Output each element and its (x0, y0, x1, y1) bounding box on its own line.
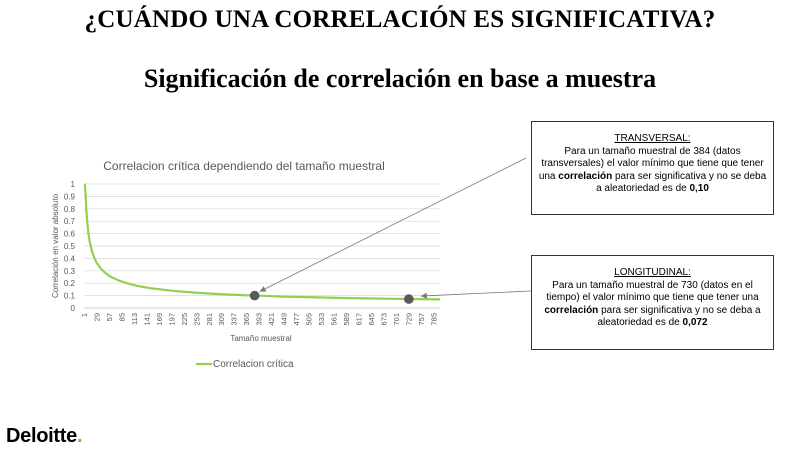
y-axis-ticks: 0 0.1 0.2 0.3 0.4 0.5 0.6 0.7 0.8 0.9 1 (64, 180, 76, 313)
page-title: ¿CUÁNDO UNA CORRELACIÓN ES SIGNIFICATIVA… (84, 6, 716, 33)
x-tick-label: 197 (167, 313, 176, 326)
x-tick-label: 141 (142, 313, 151, 326)
x-tick-label: 309 (217, 313, 226, 326)
y-tick-label: 0.9 (64, 192, 76, 201)
y-tick-label: 0 (71, 304, 76, 313)
x-tick-label: 421 (267, 313, 276, 326)
x-tick-label: 533 (317, 313, 326, 326)
x-tick-label: 337 (230, 313, 239, 326)
deloitte-logo: Deloitte. (6, 425, 83, 448)
x-tick-label: 1 (80, 313, 89, 317)
x-tick-label: 365 (242, 313, 251, 326)
logo-dot: . (76, 425, 83, 447)
callout-value: 0,10 (689, 183, 709, 194)
callout-longitudinal: LONGITUDINAL: Para un tamaño muestral de… (531, 255, 774, 350)
x-axis-ticks: 1 29 57 85 113 141 169 197 225 253 281 309 337 365 393… (80, 313, 438, 326)
y-tick-label: 0.3 (64, 267, 76, 276)
y-tick-label: 0.6 (64, 230, 76, 239)
x-tick-label: 253 (192, 313, 201, 326)
x-tick-label: 757 (417, 313, 426, 326)
y-tick-label: 0.4 (64, 254, 76, 263)
callout-text: para ser significativa y no se deba a al… (597, 304, 761, 329)
x-tick-label: 281 (205, 313, 214, 326)
x-tick-label: 561 (330, 313, 339, 326)
x-tick-label: 225 (180, 313, 189, 326)
callout-colon: : (688, 267, 691, 278)
y-tick-label: 0.7 (64, 217, 76, 226)
x-tick-label: 29 (92, 313, 101, 321)
y-tick-label: 0.5 (64, 242, 76, 251)
page-subtitle: Significación de correlación en base a m… (143, 64, 657, 93)
callout-value: 0,072 (682, 317, 708, 328)
arrowhead-transversal (259, 286, 267, 292)
callout-text: para ser significativa y no se deba a al… (596, 170, 767, 195)
y-tick-label: 0.2 (64, 279, 76, 288)
x-tick-label: 701 (392, 313, 401, 326)
x-tick-label: 729 (404, 313, 413, 326)
x-tick-label: 393 (255, 313, 264, 326)
callout-bold-term: correlación (544, 304, 599, 316)
x-tick-label: 85 (117, 313, 126, 321)
x-tick-label: 449 (280, 313, 289, 326)
y-tick-label: 0.8 (64, 205, 76, 214)
x-tick-label: 113 (130, 313, 139, 325)
y-tick-label: 1 (71, 180, 76, 189)
x-tick-label: 785 (429, 313, 438, 326)
logo-wordmark: Deloitte (6, 425, 77, 447)
x-tick-label: 169 (155, 313, 164, 326)
callout-longitudinal-heading: LONGITUDINAL (614, 267, 689, 278)
arrowhead-longitudinal (420, 292, 427, 299)
highlight-point-384 (249, 290, 260, 301)
leader-line-longitudinal (420, 290, 532, 297)
callout-transversal: TRANSVERSAL: Para un tamaño muestral de … (531, 121, 774, 215)
legend-label: Correlacion crítica (213, 359, 294, 370)
x-axis-label: Tamaño muestral (230, 334, 292, 343)
x-tick-label: 617 (354, 313, 363, 326)
x-tick-label: 505 (305, 313, 314, 326)
leader-line-transversal (259, 157, 527, 292)
chart-title: Correlacion crítica dependiendo del tama… (103, 159, 385, 173)
series-line-correlacion-critica (83, 183, 441, 301)
highlight-point-730 (404, 294, 414, 304)
callout-colon: : (687, 133, 691, 144)
callout-bold-term: correlación (558, 170, 613, 182)
chart-grid (84, 183, 440, 309)
y-tick-label: 0.1 (64, 292, 76, 301)
x-tick-label: 589 (342, 313, 351, 326)
callout-transversal-heading: TRANSVERSAL (614, 133, 688, 144)
x-tick-label: 57 (105, 313, 114, 321)
callout-text: Para un tamaño muestral de 730 (datos en… (546, 279, 759, 304)
y-axis-label: Correlación en valor absoluto (51, 193, 60, 298)
x-tick-label: 673 (379, 313, 388, 326)
x-tick-label: 477 (292, 313, 301, 326)
callout-text: Para un tamaño muestral de 384 (datos tr… (538, 145, 764, 182)
x-tick-label: 645 (367, 313, 376, 326)
